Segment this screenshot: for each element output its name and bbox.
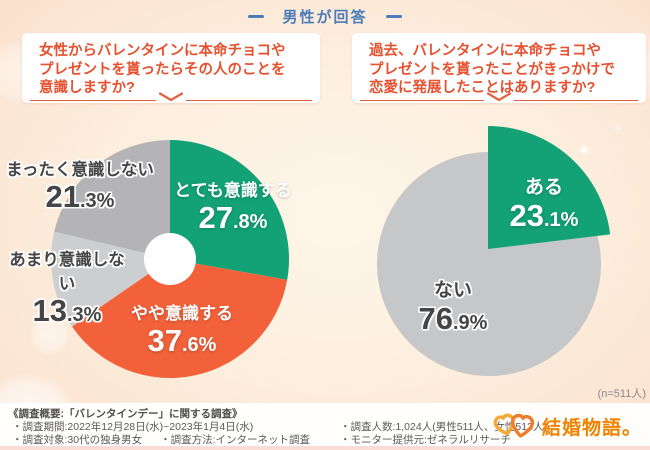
slice-percent: 37.6% <box>147 323 217 358</box>
question-right-text: 過去、バレンタインに本命チョコや プレゼントを貰ったことがきっかけで 恋愛に発展… <box>352 33 646 98</box>
brand-name: 結婚物語。 <box>541 417 642 439</box>
question-line: 恋愛に発展したことはありますか? <box>369 80 596 96</box>
survey-method: ・調査方法:インターネット調査 <box>160 434 311 446</box>
survey-provider: ・モニター提供元:ゼネラルリサーチ <box>340 434 511 446</box>
brand-logo: 結婚物語。 <box>492 408 642 444</box>
slice-name: とても意識する <box>174 181 292 200</box>
slice-percent: 21.3% <box>45 179 115 214</box>
survey-footer: 《調査概要:「バレンタインデー」に関する調査》 ・調査期間:2022年12月28… <box>0 403 650 446</box>
slice-name: まったく意識しない <box>6 161 154 179</box>
slice-name: ない <box>433 280 472 301</box>
slice-label-amari: あまり意識しない 13.3% <box>2 246 132 327</box>
slice-percent: 76.9% <box>418 301 488 336</box>
page-title: 男性が回答 <box>282 9 368 26</box>
slice-name: ある <box>524 177 563 198</box>
question-divider <box>360 92 638 102</box>
divider-line <box>514 99 638 101</box>
slice-percent: 27.8% <box>198 200 268 235</box>
chevron-down-icon <box>486 92 512 102</box>
left-pie-slice-0 <box>170 140 289 280</box>
left-pie-slice-1 <box>71 259 288 379</box>
left-pie-center-hole <box>144 233 196 285</box>
survey-subjects: ・調査対象:30代の独身男女 <box>12 434 143 446</box>
slice-label-nai: ない 76.9% <box>383 275 523 335</box>
question-divider <box>30 92 312 102</box>
question-line: プレゼントを貰ったらその人のことを <box>39 61 286 78</box>
header-dash-left <box>248 15 265 18</box>
slice-label-aru: ある 23.1% <box>474 172 614 232</box>
slice-label-yaya: やや意識する 37.6% <box>102 299 262 357</box>
header: 男性が回答 <box>0 6 650 27</box>
hearts-icon <box>493 413 535 438</box>
left-pie-slice-3 <box>54 140 170 259</box>
divider-line <box>360 99 484 101</box>
slice-label-mattaku: まったく意識しない 21.3% <box>0 156 160 213</box>
question-left-text: 女性からバレンタインに本命チョコや プレゼントを貰ったらその人のことを 意識しま… <box>22 33 320 98</box>
question-box-right: 過去、バレンタインに本命チョコや プレゼントを貰ったことがきっかけで 恋愛に発展… <box>352 33 646 103</box>
slice-percent: 13.3% <box>32 293 102 328</box>
slice-percent: 23.1% <box>509 198 579 233</box>
bottom-edge-line <box>0 446 650 450</box>
right-pie-slice-aru <box>488 126 611 249</box>
chevron-down-icon <box>158 92 184 102</box>
slice-name: やや意識する <box>131 304 233 323</box>
question-line: 女性からバレンタインに本命チョコや <box>39 43 286 59</box>
divider-line <box>30 99 156 101</box>
slice-label-totemo: とても意識する 27.8% <box>153 176 313 234</box>
divider-line <box>186 99 312 101</box>
left-pie-slice-2 <box>51 231 170 327</box>
slice-name: あまり意識しない <box>9 251 125 293</box>
question-line: 意識しますか? <box>39 80 135 96</box>
sample-size-note: (n=511人) <box>597 388 646 400</box>
question-box-left: 女性からバレンタインに本命チョコや プレゼントを貰ったらその人のことを 意識しま… <box>22 33 320 103</box>
question-line: 過去、バレンタインに本命チョコや <box>369 43 601 59</box>
header-dash-right <box>385 15 402 18</box>
survey-subjects-method: ・調査対象:30代の独身男女 ・調査方法:インターネット調査 <box>12 432 310 447</box>
question-line: プレゼントを貰ったことがきっかけで <box>369 61 615 78</box>
